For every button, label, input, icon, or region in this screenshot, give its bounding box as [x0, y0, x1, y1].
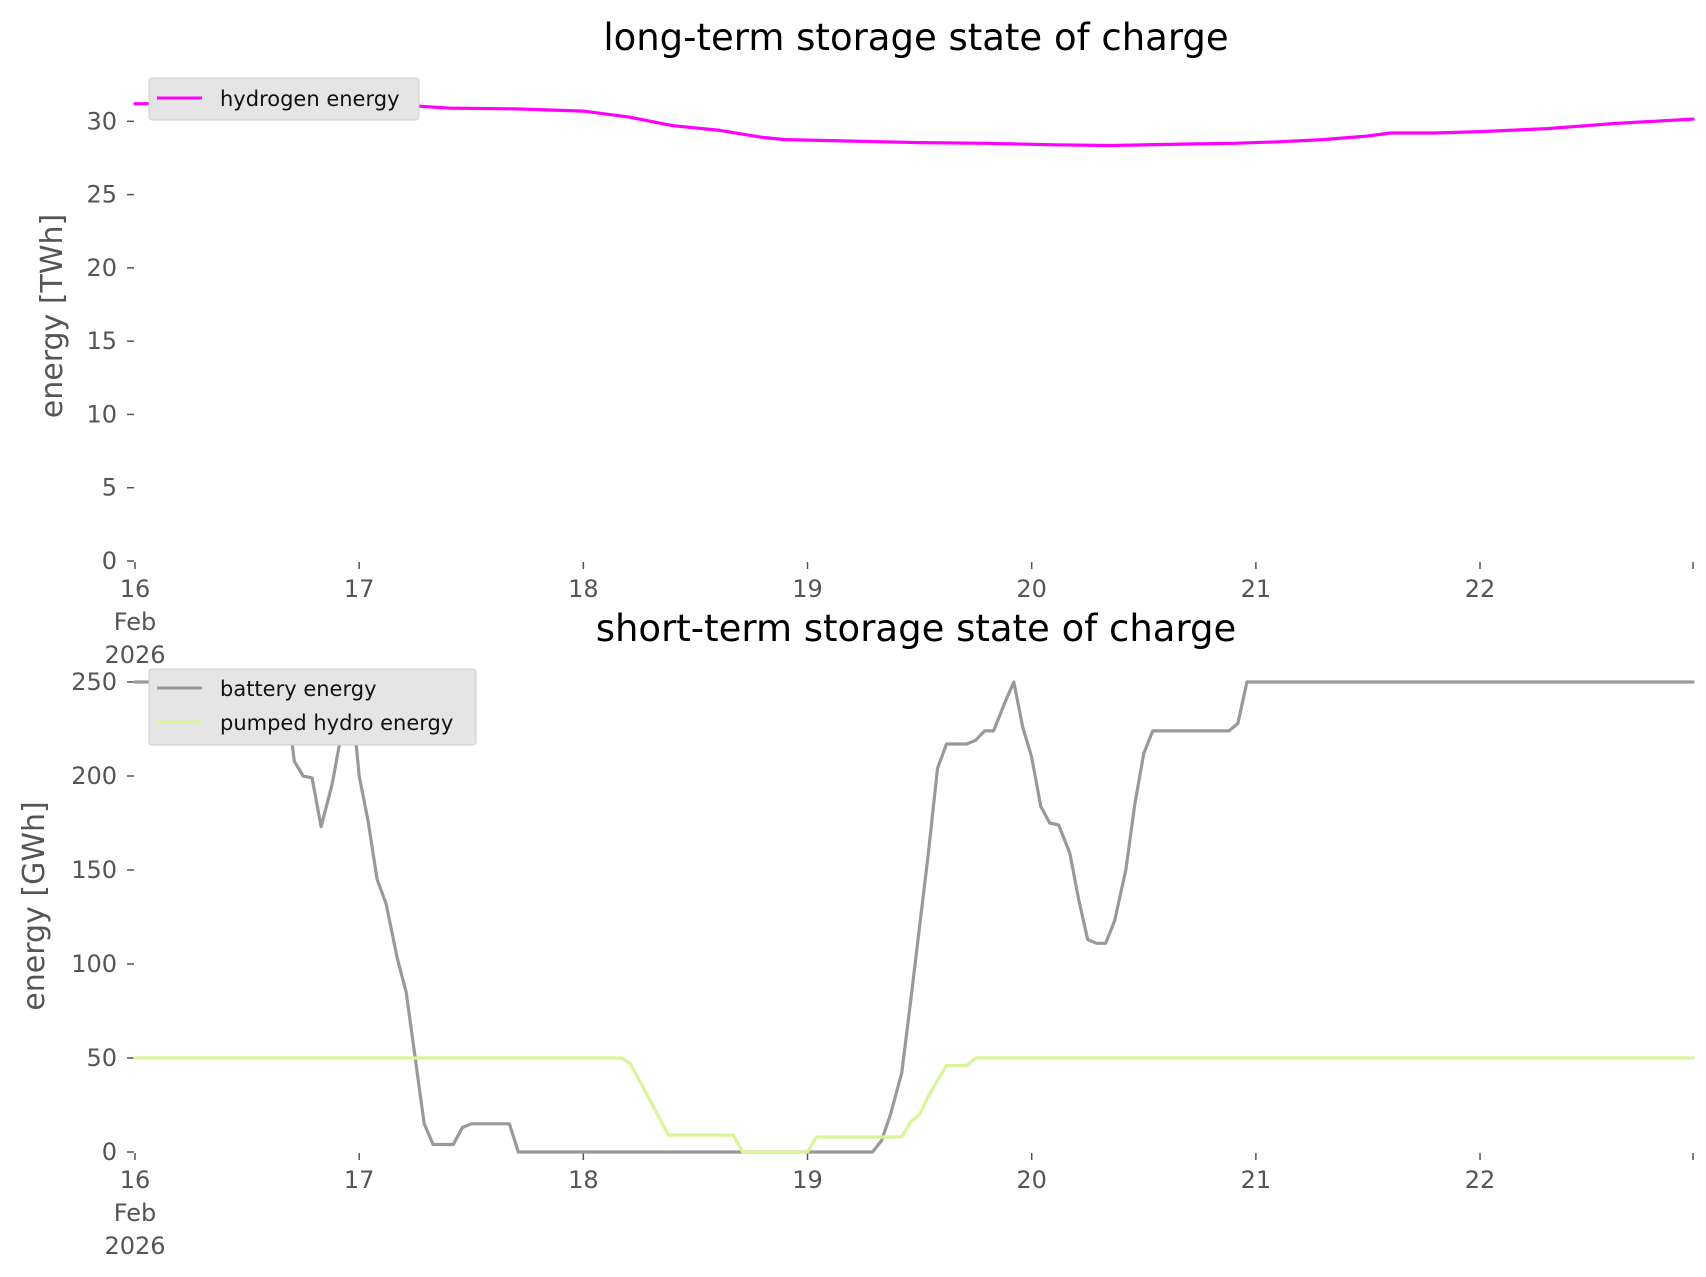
y-tick-label: 0: [102, 547, 117, 575]
x-tick-label: 18: [568, 1166, 599, 1194]
legend: battery energy pumped hydro energy: [148, 668, 477, 746]
legend-box: [148, 77, 420, 121]
x-tick-label-date: 2026: [104, 1232, 165, 1260]
x-tick-label: 17: [344, 575, 375, 603]
legend-label-pumped-hydro: pumped hydro energy: [220, 711, 453, 735]
y-tick-label: 5: [102, 474, 117, 502]
legend-box: [148, 668, 477, 746]
y-tick-label: 30: [86, 107, 117, 135]
x-tick-label-date: Feb: [114, 1199, 157, 1227]
chart-title: short-term storage state of charge: [596, 607, 1237, 650]
y-tick-label: 15: [86, 327, 117, 355]
y-tick-label: 150: [71, 856, 117, 884]
x-tick-label: 19: [792, 1166, 823, 1194]
y-tick-label: 100: [71, 950, 117, 978]
series-line-battery-energy: [133, 680, 1695, 1154]
x-tick-label: 22: [1465, 1166, 1496, 1194]
x-tick-label: 20: [1016, 575, 1047, 603]
y-axis-label: energy [GWh]: [17, 801, 52, 1010]
y-tick-label: 25: [86, 181, 117, 209]
legend-label-hydrogen: hydrogen energy: [220, 87, 400, 111]
series-lines: [133, 680, 1695, 1154]
x-tick-label: 22: [1465, 575, 1496, 603]
x-tick-label: 17: [344, 1166, 375, 1194]
series-lines: [133, 102, 1695, 148]
x-tick-label-date: 2026: [104, 641, 165, 669]
x-tick-label: 20: [1016, 1166, 1047, 1194]
x-tick-label: 16: [120, 575, 151, 603]
short-term-storage-chart: short-term storage state of charge energ…: [17, 607, 1695, 1260]
y-tick-label: 200: [71, 762, 117, 790]
x-axis-ticks: 16 Feb 2026 17 18 19 20 21 22: [104, 562, 1694, 669]
y-tick-label: 20: [86, 254, 117, 282]
x-tick-label: 21: [1241, 575, 1272, 603]
long-term-storage-chart: long-term storage state of charge energy…: [35, 16, 1695, 669]
legend-label-battery: battery energy: [220, 677, 377, 701]
y-tick-label: 50: [86, 1044, 117, 1072]
chart-title: long-term storage state of charge: [603, 16, 1228, 59]
x-tick-label: 16: [120, 1166, 151, 1194]
y-tick-label: 0: [102, 1138, 117, 1166]
y-tick-label: 10: [86, 400, 117, 428]
x-tick-label-date: Feb: [114, 608, 157, 636]
y-axis-ticks: 0 5 10 15 20 25 30: [86, 107, 134, 575]
series-line-hydrogen-energy: [133, 102, 1695, 148]
x-tick-label: 18: [568, 575, 599, 603]
y-axis-ticks: 0 50 100 150 200 250: [71, 668, 134, 1166]
x-axis-ticks: 16 Feb 2026 17 18 19 20 21 22: [104, 1153, 1694, 1260]
x-tick-label: 21: [1241, 1166, 1272, 1194]
x-tick-label: 19: [792, 575, 823, 603]
legend: hydrogen energy: [148, 77, 420, 121]
y-tick-label: 250: [71, 668, 117, 696]
y-axis-label: energy [TWh]: [35, 214, 70, 418]
series-line-pumped-hydro-energy: [133, 1056, 1695, 1154]
